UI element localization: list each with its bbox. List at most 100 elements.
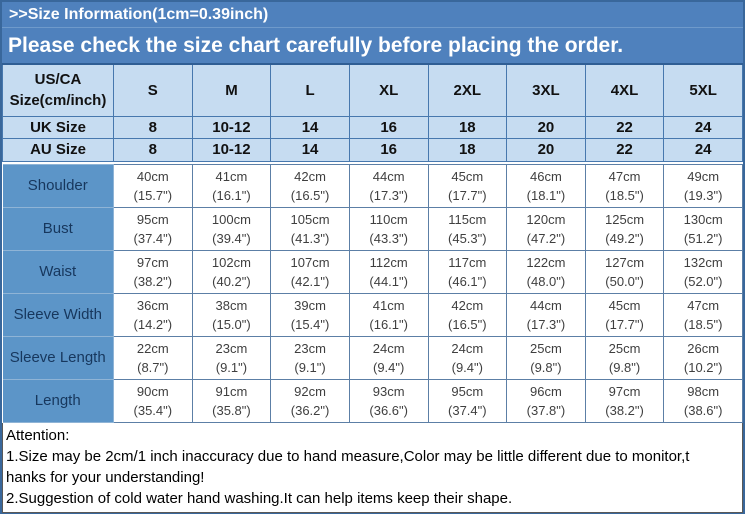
measurement-value-cell: 91cm (35.8") [191, 378, 272, 423]
value-cm: 42cm [294, 168, 326, 184]
attention-notes: Attention: 1.Size may be 2cm/1 inch inacc… [2, 422, 743, 513]
size-column-header: 3XL [506, 63, 586, 117]
value-cm: 92cm [294, 383, 326, 399]
measurement-value-cell: 23cm (9.1") [191, 335, 272, 380]
value-inch: (39.4") [212, 230, 251, 246]
value-cm: 49cm [687, 168, 720, 184]
value-inch: (38.2") [133, 273, 173, 289]
value-inch: (17.3") [369, 187, 408, 203]
value-inch: (15.0") [212, 316, 251, 332]
measurement-value-cell: 49cm (19.3") [663, 163, 743, 208]
value-cm: 110cm [369, 211, 408, 227]
measurement-row: Sleeve Length 22cm (8.7") 23cm (9.1") 23cm (9.… [2, 335, 743, 380]
value-cm: 23cm [294, 340, 326, 356]
value-cm: 98cm [687, 383, 720, 399]
measurement-value-cell: 95cm (37.4") [113, 206, 193, 251]
size-column-header: S [113, 63, 193, 117]
size-chart-warning-text: Please check the size chart carefully be… [8, 34, 624, 57]
value-cm: 38cm [215, 297, 248, 313]
measurement-value-cell: 105cm (41.3") [270, 206, 350, 251]
measurement-value-cell: 24cm (9.4") [348, 335, 429, 380]
size-information-title: >>Size Information(1cm=0.39inch) [2, 2, 743, 28]
measurement-row: Waist 97cm (38.2") 102cm (40.2") 107cm (42.1")… [2, 249, 743, 294]
value-cm: 24cm [451, 340, 484, 356]
region-size-value: 16 [348, 137, 429, 162]
measurement-label: Length [2, 378, 114, 423]
measurement-label: Sleeve Length [2, 335, 114, 380]
value-inch: (9.8") [608, 359, 641, 375]
measurement-value-cell: 45cm (17.7") [427, 163, 508, 208]
region-size-value: 22 [584, 137, 665, 162]
value-cm: 44cm [530, 297, 562, 313]
value-inch: (43.3") [369, 230, 408, 246]
value-inch: (35.4") [133, 402, 173, 418]
region-size-value: 24 [663, 137, 743, 162]
value-inch: (10.2") [683, 359, 723, 375]
measurement-value-cell: 97cm (38.2") [113, 249, 193, 294]
measurement-label: Bust [2, 206, 114, 251]
region-size-value: 14 [270, 137, 350, 162]
value-cm: 47cm [608, 168, 641, 184]
measurement-value-cell: 47cm (18.5") [584, 163, 665, 208]
value-inch: (9.4") [373, 359, 405, 375]
value-inch: (36.6") [369, 402, 408, 418]
value-cm: 25cm [608, 340, 641, 356]
measurement-value-cell: 22cm (8.7") [113, 335, 193, 380]
value-inch: (18.1") [526, 187, 566, 203]
value-cm: 96cm [530, 383, 562, 399]
value-cm: 127cm [605, 254, 645, 270]
measurement-value-cell: 93cm (36.6") [348, 378, 429, 423]
value-cm: 90cm [136, 383, 169, 399]
value-inch: (16.1") [369, 316, 408, 332]
measurement-value-cell: 25cm (9.8") [506, 335, 586, 380]
measurement-label: Shoulder [2, 163, 114, 208]
value-inch: (41.3") [290, 230, 330, 246]
region-size-value: 10-12 [191, 137, 272, 162]
measurement-value-cell: 122cm (48.0") [506, 249, 586, 294]
value-inch: (37.8") [526, 402, 566, 418]
region-size-value: 20 [506, 137, 586, 162]
measurement-value-cell: 112cm (44.1") [348, 249, 429, 294]
value-inch: (40.2") [212, 273, 251, 289]
value-cm: 132cm [683, 254, 723, 270]
value-inch: (19.3") [683, 187, 723, 203]
measurement-value-cell: 92cm (36.2") [270, 378, 350, 423]
value-cm: 47cm [687, 297, 720, 313]
region-size-value: 22 [584, 115, 665, 139]
size-column-header: L [270, 63, 350, 117]
region-size-value: 16 [348, 115, 429, 139]
value-cm: 40cm [136, 168, 169, 184]
region-size-value: 20 [506, 115, 586, 139]
measurement-value-cell: 45cm (17.7") [584, 292, 665, 337]
measurement-value-cell: 97cm (38.2") [584, 378, 665, 423]
value-inch: (51.2") [683, 230, 723, 246]
region-size-value: 8 [113, 137, 193, 162]
measurement-value-cell: 36cm (14.2") [113, 292, 193, 337]
value-cm: 24cm [372, 340, 405, 356]
value-inch: (48.0") [526, 273, 566, 289]
attention-line: 1.Size may be 2cm/1 inch inaccuracy due … [6, 447, 690, 465]
value-cm: 120cm [526, 211, 566, 227]
region-size-value: 10-12 [191, 115, 272, 139]
size-column-header: M [191, 63, 272, 117]
value-inch: (15.7") [133, 187, 173, 203]
value-cm: 46cm [530, 168, 562, 184]
measurement-value-cell: 125cm (49.2") [584, 206, 665, 251]
measurement-value-cell: 110cm (43.3") [348, 206, 429, 251]
size-header-row: US/CA Size(cm/inch) S M L XL 2XL 3XL 4XL 5XL [2, 63, 743, 117]
value-inch: (15.4") [290, 316, 330, 332]
measurement-value-cell: 44cm (17.3") [348, 163, 429, 208]
value-inch: (18.5") [683, 316, 723, 332]
measurement-value-cell: 98cm (38.6") [663, 378, 743, 423]
corner-label-line2: Size(cm/inch) [9, 92, 107, 110]
value-inch: (44.1") [369, 273, 408, 289]
value-inch: (16.1") [212, 187, 251, 203]
measurement-value-cell: 39cm (15.4") [270, 292, 350, 337]
value-cm: 95cm [451, 383, 484, 399]
value-cm: 107cm [290, 254, 330, 270]
value-inch: (42.1") [290, 273, 330, 289]
size-chart-table: US/CA Size(cm/inch) S M L XL 2XL 3XL 4XL 5XL UK Si… [2, 63, 743, 423]
value-inch: (38.2") [605, 402, 644, 418]
measurement-row: Shoulder 40cm (15.7") 41cm (16.1") 42cm (16.5"… [2, 163, 743, 208]
measurement-value-cell: 47cm (18.5") [663, 292, 743, 337]
